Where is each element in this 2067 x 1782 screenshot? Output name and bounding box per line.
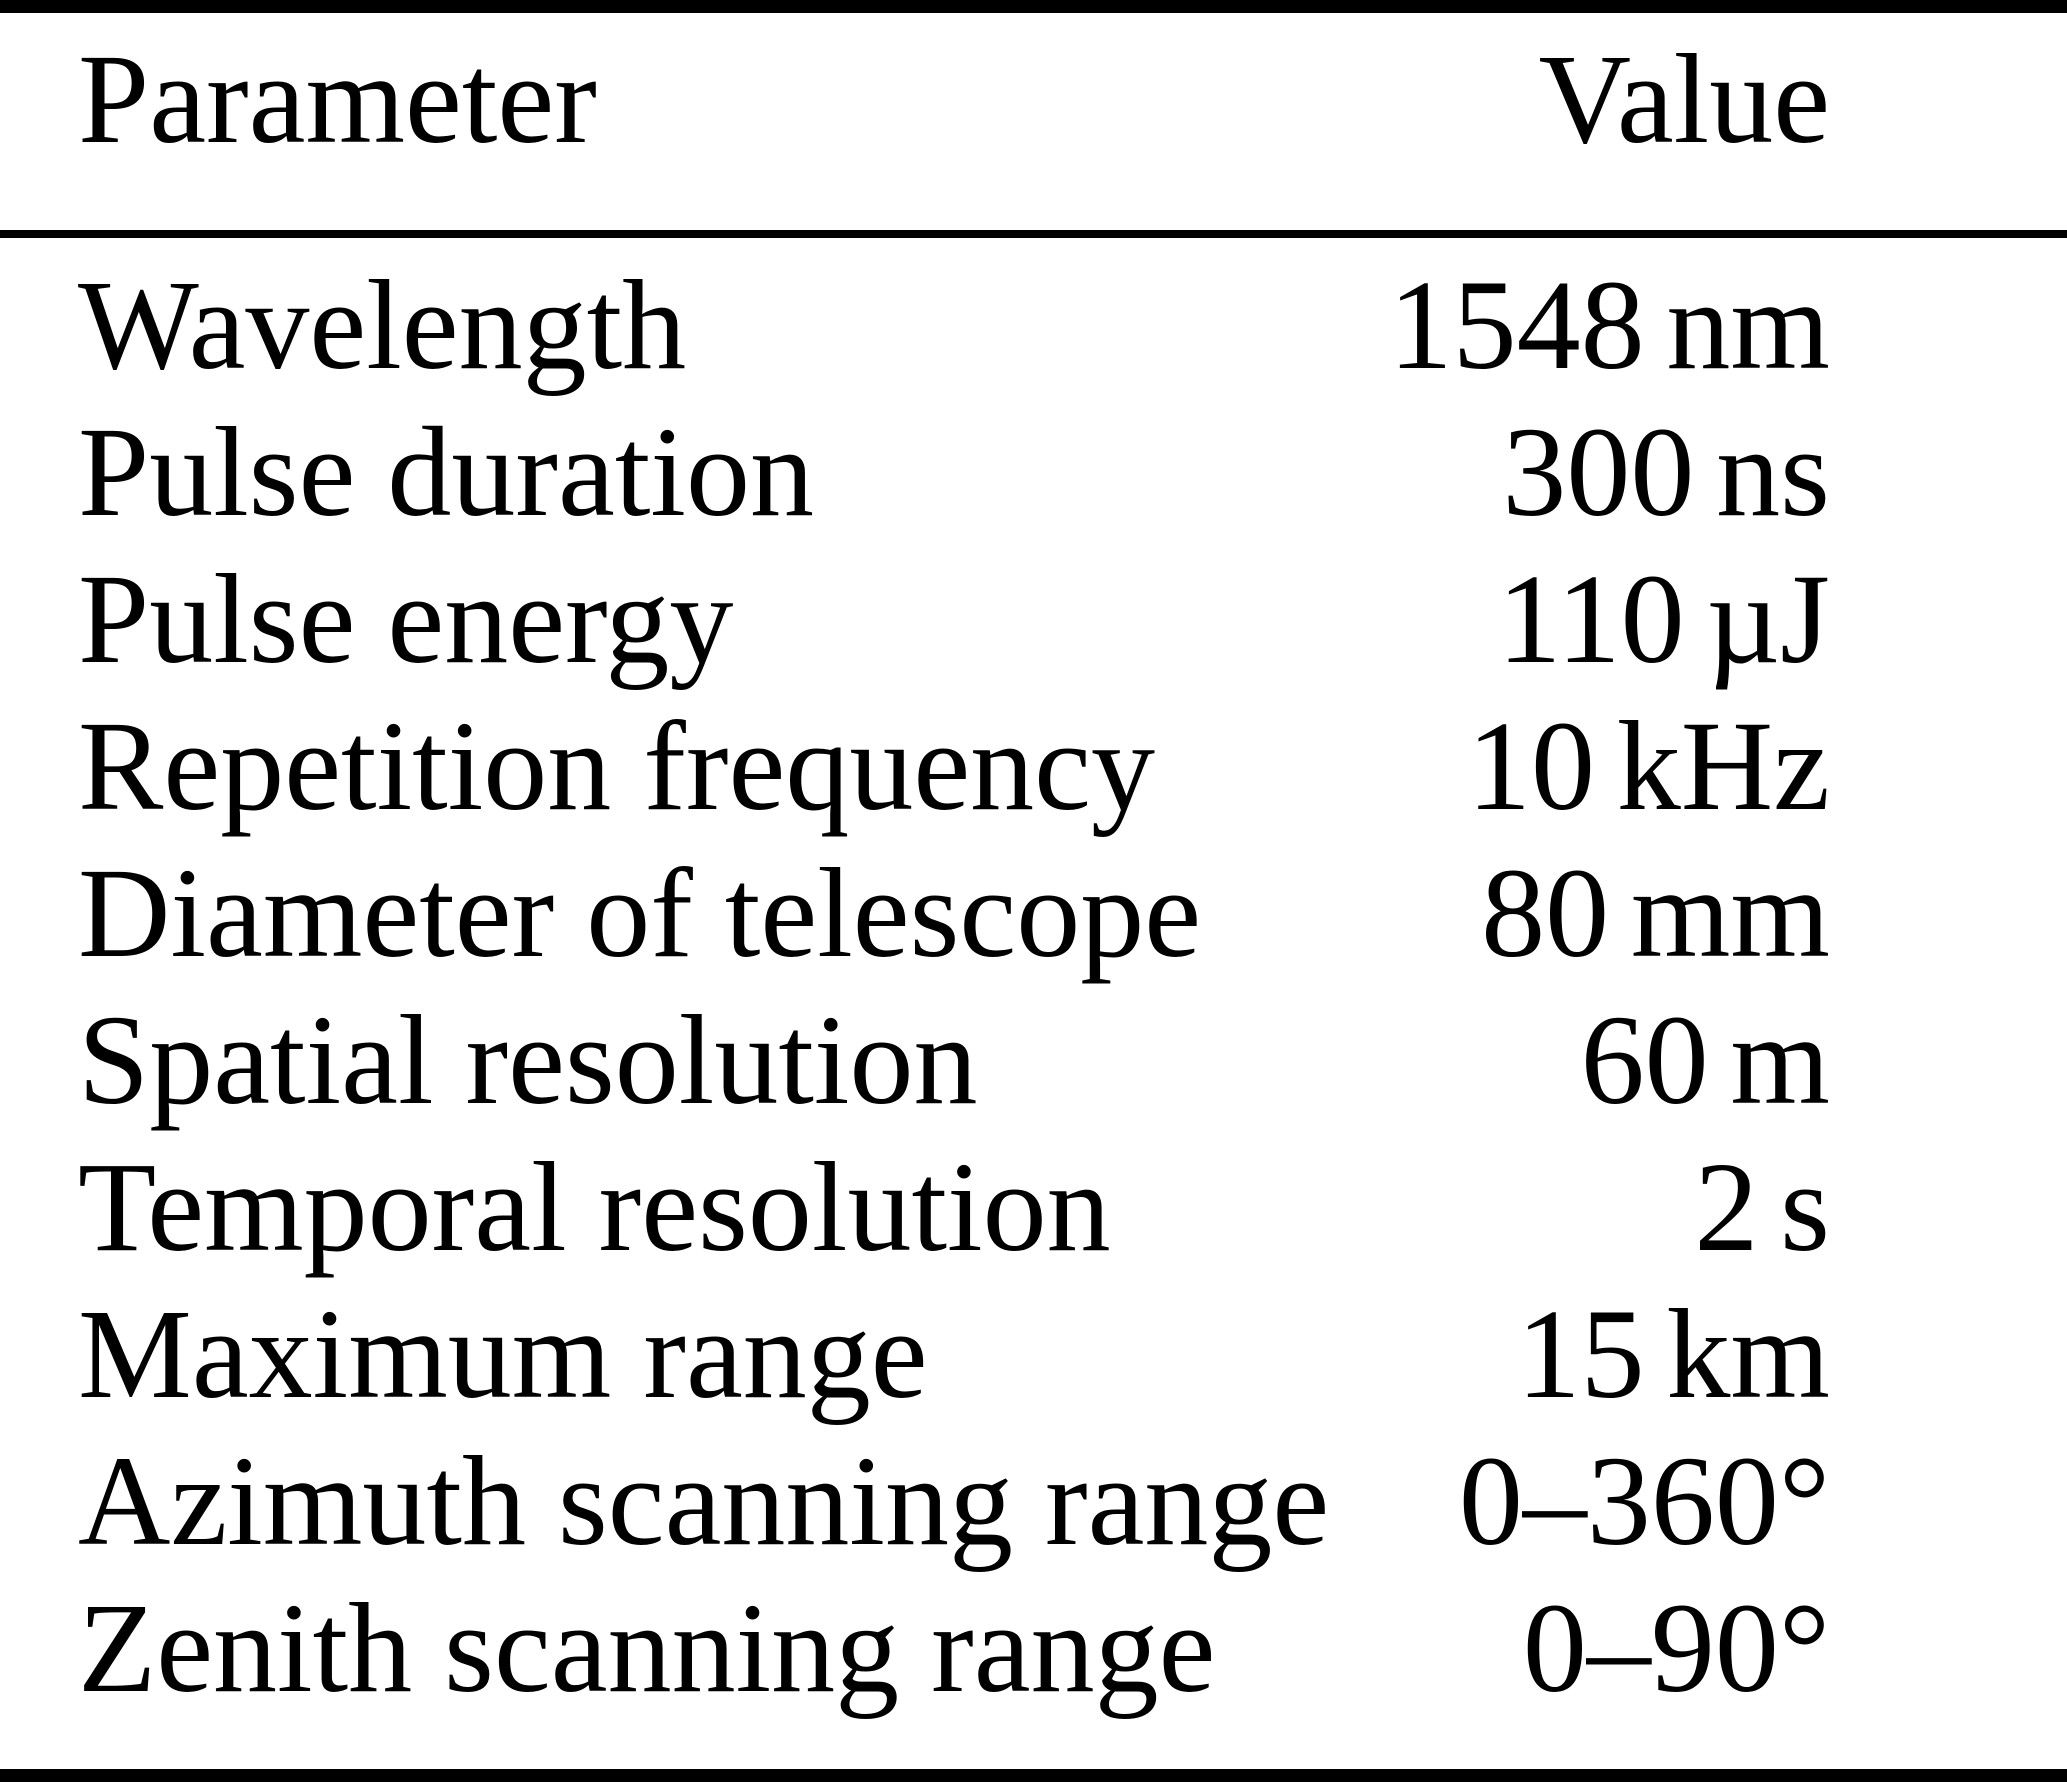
value-cell: 60 m xyxy=(1580,988,1830,1131)
header-divider-rule xyxy=(0,230,2067,238)
table-row: Zenith scanning range 0–90° xyxy=(0,1574,2067,1721)
parameter-cell: Maximum range xyxy=(78,1282,928,1425)
table-header-row: Parameter Value xyxy=(0,13,2067,230)
parameter-cell: Spatial resolution xyxy=(78,988,978,1131)
table-row: Pulse energy 110 µJ xyxy=(0,545,2067,692)
value-cell: 2 s xyxy=(1694,1135,1830,1278)
value-cell: 80 mm xyxy=(1481,841,1830,984)
table-row: Diameter of telescope 80 mm xyxy=(0,839,2067,986)
parameter-cell: Wavelength xyxy=(78,253,687,396)
table-row: Temporal resolution 2 s xyxy=(0,1133,2067,1280)
value-cell: 10 kHz xyxy=(1466,694,1830,837)
column-header-parameter: Parameter xyxy=(78,28,597,170)
table-row: Repetition frequency 10 kHz xyxy=(0,692,2067,839)
table-row: Pulse duration 300 ns xyxy=(0,398,2067,545)
value-cell: 110 µJ xyxy=(1497,547,1830,690)
parameter-cell: Pulse duration xyxy=(78,400,814,543)
table-row: Wavelength 1548 nm xyxy=(0,251,2067,398)
table-row: Azimuth scanning range 0–360° xyxy=(0,1427,2067,1574)
table-body: Wavelength 1548 nm Pulse duration 300 ns… xyxy=(0,238,2067,1769)
parameter-cell: Diameter of telescope xyxy=(78,841,1201,984)
value-cell: 300 ns xyxy=(1502,400,1830,543)
parameter-cell: Azimuth scanning range xyxy=(78,1429,1330,1572)
parameter-cell: Pulse energy xyxy=(78,547,734,690)
table-row: Spatial resolution 60 m xyxy=(0,986,2067,1133)
table-row: Maximum range 15 km xyxy=(0,1280,2067,1427)
value-cell: 0–90° xyxy=(1522,1576,1830,1719)
parameter-cell: Repetition frequency xyxy=(78,694,1155,837)
value-cell: 0–360° xyxy=(1458,1429,1830,1572)
parameter-cell: Zenith scanning range xyxy=(78,1576,1216,1719)
column-header-value: Value xyxy=(1538,28,1830,170)
parameter-cell: Temporal resolution xyxy=(78,1135,1111,1278)
value-cell: 15 km xyxy=(1516,1282,1830,1425)
value-cell: 1548 nm xyxy=(1388,253,1830,396)
